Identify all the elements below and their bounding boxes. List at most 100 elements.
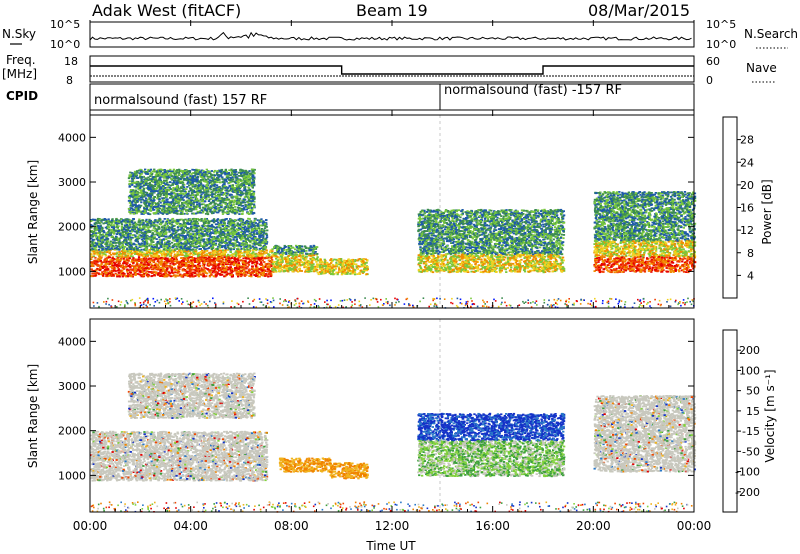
heatmap-cell: [146, 246, 148, 248]
heatmap-cell: [233, 264, 235, 266]
heatmap-cell: [97, 222, 99, 224]
heatmap-cell: [130, 205, 132, 207]
heatmap-cell: [190, 252, 192, 254]
heatmap-cell: [190, 260, 192, 262]
heatmap-cell: [266, 266, 268, 268]
heatmap-cell: [176, 272, 178, 274]
heatmap-cell: [144, 224, 146, 226]
heatmap-cell: [155, 258, 157, 260]
heatmap-cell: [251, 266, 253, 268]
heatmap-cell: [191, 238, 193, 240]
heatmap-cell: [166, 268, 168, 270]
heatmap-cell: [230, 233, 232, 235]
heatmap-cell: [133, 227, 135, 229]
heatmap-cell: [215, 240, 217, 242]
heatmap-cell: [256, 242, 258, 244]
heatmap-cell: [203, 274, 205, 276]
heatmap-cell: [180, 242, 182, 244]
heatmap-cell: [151, 246, 153, 248]
nsky-panel: N.Sky 10^5 10^0 10^5 10^0 N.Search: [2, 18, 798, 51]
heatmap-cell: [180, 257, 182, 259]
heatmap-cell: [247, 266, 249, 268]
heatmap-cell: [222, 264, 224, 266]
heatmap-cell: [168, 229, 170, 231]
heatmap-cell: [224, 212, 226, 214]
heatmap-cell: [229, 244, 231, 246]
heatmap-cell: [244, 226, 246, 228]
heatmap-cell: [215, 233, 217, 235]
heatmap-cell: [218, 238, 220, 240]
heatmap-cell: [178, 271, 180, 273]
heatmap-cell: [98, 249, 100, 251]
heatmap-cell: [199, 244, 201, 246]
heatmap-cell: [149, 230, 151, 232]
heatmap-cell: [200, 251, 202, 253]
heatmap-cell: [204, 230, 206, 232]
heatmap-cell: [255, 258, 257, 260]
heatmap-cell: [119, 262, 121, 264]
heatmap-cell: [264, 258, 266, 260]
heatmap-cell: [237, 265, 239, 267]
heatmap-cell: [99, 232, 101, 234]
heatmap-cell: [154, 219, 156, 221]
heatmap-cell: [149, 237, 151, 239]
heatmap-cell: [222, 219, 224, 221]
heatmap-cell: [129, 264, 131, 266]
heatmap-cell: [122, 219, 124, 221]
heatmap-cell: [118, 268, 120, 270]
heatmap-cell: [137, 228, 139, 230]
heatmap-cell: [93, 251, 95, 253]
heatmap-cell: [263, 261, 265, 263]
heatmap-cell: [218, 224, 220, 226]
heatmap-cell: [226, 266, 228, 268]
heatmap-cell: [243, 269, 245, 271]
heatmap-cell: [151, 275, 153, 277]
heatmap-cell: [260, 262, 262, 264]
heatmap-cell: [257, 224, 259, 226]
heatmap-cell: [107, 246, 109, 248]
heatmap-cell: [117, 267, 119, 269]
heatmap-cell: [219, 244, 221, 246]
heatmap-cell: [140, 249, 142, 251]
heatmap-cell: [139, 224, 141, 226]
heatmap-cell: [180, 275, 182, 277]
heatmap-cell: [117, 257, 119, 259]
heatmap-cell: [126, 269, 128, 271]
heatmap-cell: [126, 224, 128, 226]
heatmap-cell: [113, 231, 115, 233]
heatmap-cell: [264, 223, 266, 225]
heatmap-cell: [138, 273, 140, 275]
heatmap-cell: [210, 255, 212, 257]
heatmap-cell: [255, 218, 257, 220]
heatmap-cell: [153, 237, 155, 239]
heatmap-cell: [268, 263, 270, 265]
heatmap-cell: [153, 222, 155, 224]
heatmap-cell: [209, 225, 211, 227]
heatmap-cell: [151, 268, 153, 270]
heatmap-cell: [191, 256, 193, 258]
heatmap-cell: [177, 235, 179, 237]
heatmap-cell: [108, 275, 110, 277]
heatmap-cell: [129, 271, 131, 273]
heatmap-cell: [146, 221, 148, 223]
heatmap-cell: [204, 218, 206, 220]
heatmap-cell: [225, 239, 227, 241]
heatmap-cell: [248, 272, 250, 274]
heatmap-cell: [223, 256, 225, 258]
heatmap-cell: [199, 260, 201, 262]
heatmap-cell: [213, 258, 215, 260]
heatmap-cell: [106, 232, 108, 234]
heatmap-cell: [177, 239, 179, 241]
heatmap-cell: [219, 247, 221, 249]
heatmap-cell: [127, 219, 129, 221]
heatmap-cell: [128, 274, 130, 276]
heatmap-cell: [90, 256, 92, 258]
cpid-panel: CPID normalsound (fast) 157 RF normalsou…: [6, 83, 694, 110]
heatmap-cell: [94, 249, 96, 251]
heatmap-cell: [178, 264, 180, 266]
heatmap-cell: [184, 236, 186, 238]
heatmap-cell: [107, 226, 109, 228]
heatmap-cell: [246, 254, 248, 256]
heatmap-cell: [159, 261, 161, 263]
heatmap-cell: [117, 270, 119, 272]
